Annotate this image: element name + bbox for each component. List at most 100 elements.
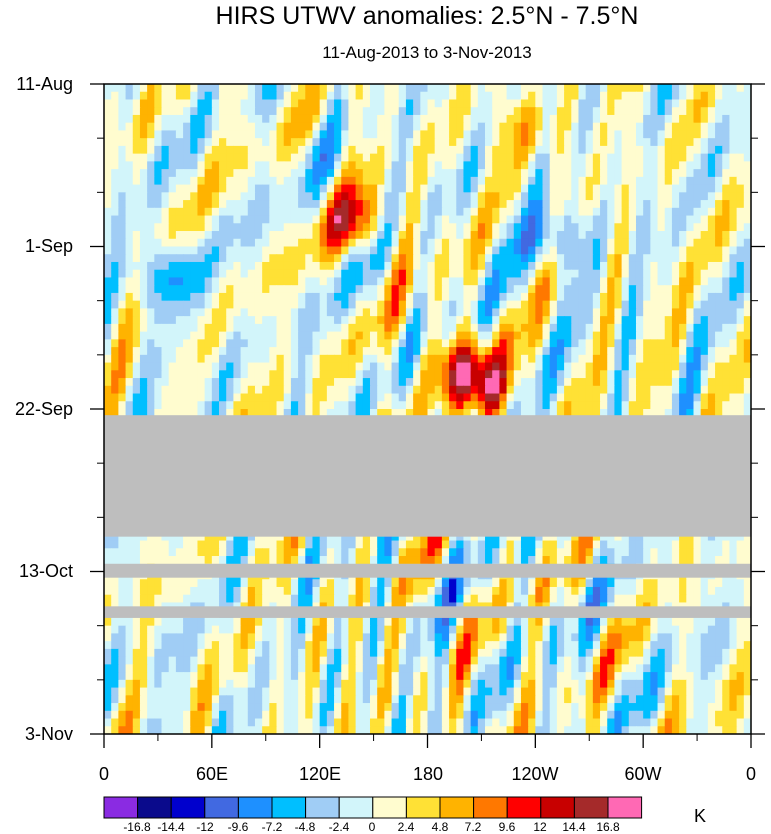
field-cell bbox=[657, 238, 666, 248]
field-cell bbox=[729, 254, 738, 263]
field-cell bbox=[470, 145, 479, 155]
field-cell bbox=[628, 231, 637, 240]
field-cell bbox=[592, 362, 601, 371]
field-cell bbox=[578, 192, 587, 201]
field-cell bbox=[377, 114, 385, 124]
field-cell bbox=[621, 261, 630, 271]
field-cell bbox=[312, 114, 321, 124]
field-cell bbox=[190, 269, 199, 279]
field-cell bbox=[470, 138, 479, 147]
field-cell bbox=[334, 207, 342, 217]
field-cell bbox=[398, 246, 407, 255]
field-cell bbox=[384, 308, 393, 317]
field-cell bbox=[254, 393, 263, 402]
field-cell bbox=[477, 246, 486, 255]
field-cell bbox=[147, 261, 155, 271]
field-cell bbox=[377, 277, 385, 286]
field-cell bbox=[190, 254, 199, 263]
field-cell bbox=[520, 292, 529, 302]
field-cell bbox=[564, 323, 572, 333]
field-cell bbox=[420, 192, 429, 201]
field-cell bbox=[578, 215, 587, 224]
field-cell bbox=[413, 176, 421, 186]
field-cell bbox=[650, 331, 659, 340]
field-cell bbox=[111, 215, 119, 224]
field-cell bbox=[592, 238, 601, 248]
field-cell bbox=[276, 285, 285, 294]
field-cell bbox=[384, 215, 393, 224]
field-cell bbox=[650, 401, 659, 410]
field-cell bbox=[671, 385, 680, 395]
field-cell bbox=[441, 378, 450, 387]
field-cell bbox=[262, 269, 270, 279]
field-cell bbox=[319, 99, 328, 108]
field-cell bbox=[276, 401, 285, 410]
field-cell bbox=[420, 277, 429, 286]
field-cell bbox=[679, 99, 687, 108]
field-cell bbox=[262, 378, 270, 387]
field-cell bbox=[334, 184, 342, 193]
field-cell bbox=[463, 409, 472, 418]
field-cell bbox=[190, 246, 199, 255]
field-cell bbox=[276, 99, 285, 108]
field-cell bbox=[269, 114, 278, 124]
field-cell bbox=[319, 401, 328, 410]
field-cell bbox=[635, 308, 644, 317]
field-cell bbox=[298, 316, 306, 325]
field-cell bbox=[391, 184, 400, 193]
field-cell bbox=[118, 277, 127, 286]
field-cell bbox=[276, 238, 285, 248]
field-cell bbox=[175, 153, 184, 162]
field-cell bbox=[499, 215, 508, 224]
field-cell bbox=[477, 277, 486, 286]
field-cell bbox=[614, 107, 623, 116]
field-cell bbox=[520, 176, 529, 186]
field-cell bbox=[262, 401, 270, 410]
field-cell bbox=[369, 378, 378, 387]
field-cell bbox=[183, 91, 191, 101]
field-cell bbox=[183, 409, 191, 418]
field-cell bbox=[585, 99, 594, 108]
field-cell bbox=[420, 385, 429, 395]
field-cell bbox=[427, 192, 436, 201]
field-cell bbox=[621, 200, 630, 209]
field-cell bbox=[104, 169, 112, 178]
field-cell bbox=[707, 184, 716, 193]
field-cell bbox=[312, 238, 321, 248]
field-cell bbox=[657, 99, 666, 108]
field-cell bbox=[707, 169, 716, 178]
field-cell bbox=[607, 409, 616, 418]
field-cell bbox=[456, 246, 465, 255]
field-cell bbox=[132, 107, 141, 116]
field-cell bbox=[707, 409, 716, 418]
field-cell bbox=[355, 107, 364, 116]
field-cell bbox=[564, 409, 572, 418]
field-cell bbox=[175, 91, 184, 101]
field-cell bbox=[463, 122, 472, 132]
field-cell bbox=[298, 292, 306, 302]
field-cell bbox=[226, 84, 234, 93]
field-cell bbox=[405, 308, 414, 317]
field-cell bbox=[118, 99, 127, 108]
field-cell bbox=[686, 215, 695, 224]
field-cell bbox=[549, 339, 558, 348]
field-cell bbox=[226, 308, 234, 317]
field-cell bbox=[578, 169, 587, 178]
field-cell bbox=[139, 354, 148, 364]
field-cell bbox=[449, 370, 457, 379]
field-cell bbox=[592, 231, 601, 240]
field-cell bbox=[664, 238, 673, 248]
field-cell bbox=[657, 176, 666, 186]
field-cell bbox=[161, 107, 170, 116]
field-cell bbox=[341, 223, 350, 232]
field-cell bbox=[592, 130, 601, 139]
field-cell bbox=[693, 393, 702, 402]
field-cell bbox=[305, 184, 314, 193]
field-cell bbox=[226, 401, 234, 410]
field-cell bbox=[276, 84, 285, 93]
field-cell bbox=[564, 254, 572, 263]
field-cell bbox=[743, 238, 751, 248]
field-cell bbox=[578, 347, 587, 356]
field-cell bbox=[334, 161, 342, 170]
field-cell bbox=[154, 138, 163, 147]
